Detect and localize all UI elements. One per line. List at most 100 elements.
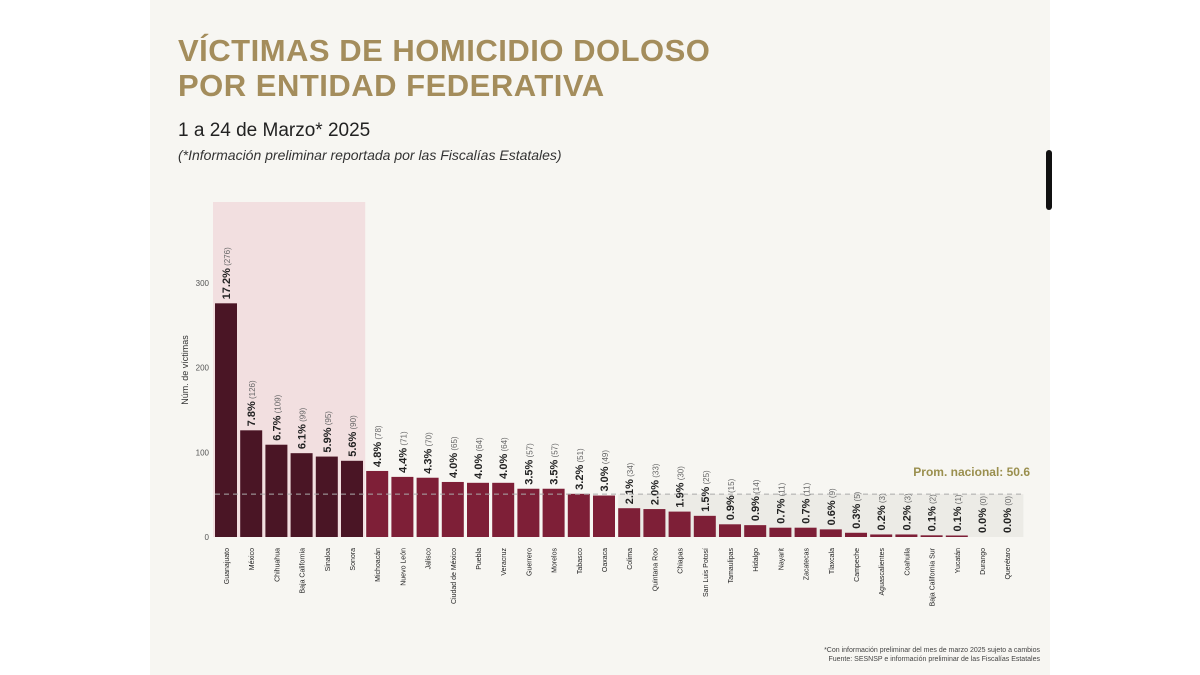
x-tick-label: Yucatán (955, 548, 962, 573)
data-label: 4.3% (70) (423, 432, 435, 474)
bar (870, 534, 893, 537)
title-line-1: VÍCTIMAS DE HOMICIDIO DOLOSO (178, 33, 711, 68)
x-tick-label: Quintana Roo (652, 548, 659, 591)
data-label: 5.9% (95) (322, 411, 334, 453)
x-tick-label: Zacatecas (804, 548, 811, 581)
bar (693, 515, 716, 537)
x-tick-label: Aguascalientes (879, 548, 886, 596)
x-tick-label: Hidalgo (753, 548, 760, 572)
bar (920, 535, 943, 537)
x-tick-label: Nuevo León (400, 548, 407, 586)
chart-note: (*Información preliminar reportada por l… (178, 147, 562, 163)
x-tick-label: Colima (627, 548, 634, 570)
x-tick-label: México (249, 548, 256, 570)
data-label: 0.2% (3) (901, 493, 913, 530)
bar (240, 430, 263, 537)
data-label: 0.3% (5) (851, 491, 863, 528)
highlight-region (213, 202, 366, 537)
x-tick-label: Veracruz (501, 548, 508, 576)
x-tick-label: Morelos (552, 548, 559, 573)
data-label: 0.7% (11) (801, 482, 813, 523)
data-label: 0.6% (9) (826, 488, 838, 525)
x-tick-label: Puebla (476, 548, 483, 570)
x-tick-label: Campeche (854, 548, 861, 582)
x-tick-label: Guerrero (526, 548, 533, 576)
x-tick-label: Baja California (300, 548, 307, 594)
data-label: 0.9% (14) (750, 479, 762, 521)
title-line-2: POR ENTIDAD FEDERATIVA (178, 68, 605, 103)
data-label: 0.1% (1) (952, 494, 964, 531)
chart-subtitle: 1 a 24 de Marzo* 2025 (178, 120, 371, 141)
data-label: 3.0% (49) (599, 450, 611, 492)
data-label: 1.5% (25) (700, 470, 712, 512)
bar (744, 525, 767, 537)
data-label: 7.8% (126) (246, 380, 258, 426)
chart-title: VÍCTIMAS DE HOMICIDIO DOLOSO POR ENTIDAD… (178, 33, 710, 103)
data-label: 0.9% (15) (725, 478, 737, 520)
bar (517, 488, 540, 537)
x-tick-label: Coahuila (904, 548, 911, 576)
footnote: *Con información preliminar del mes de m… (824, 646, 1040, 664)
data-label: 1.9% (30) (675, 466, 687, 508)
bar (794, 527, 817, 537)
data-label: 0.1% (2) (927, 494, 939, 531)
data-label: 3.2% (51) (574, 448, 586, 490)
footnote-line-2: Fuente: SESNSP e información preliminar … (828, 656, 1040, 663)
x-tick-label: San Luis Potosí (703, 548, 710, 597)
y-tick-label: 300 (196, 279, 210, 288)
bar (769, 527, 792, 537)
y-axis-label: Núm. de víctimas (180, 335, 190, 405)
bar (618, 508, 641, 537)
x-tick-label: Tabasco (577, 548, 584, 574)
x-tick-label: Chiapas (678, 548, 685, 574)
bar (542, 488, 565, 537)
y-tick-label: 200 (196, 364, 210, 373)
bar (366, 470, 389, 537)
bar (341, 460, 363, 537)
bar (845, 532, 867, 537)
y-tick-label: 100 (196, 448, 210, 457)
data-label: 2.1% (34) (624, 462, 636, 504)
bar (593, 495, 615, 537)
bar (391, 476, 414, 537)
data-label: 0.7% (11) (775, 482, 787, 523)
bar (265, 444, 288, 537)
screen-edge (1046, 150, 1052, 210)
bar (719, 524, 741, 537)
x-tick-label: Jalisco (426, 548, 433, 570)
bar (416, 477, 439, 537)
x-tick-label: Chihuahua (274, 548, 281, 582)
data-label: 4.4% (71) (397, 431, 409, 473)
data-label: 0.0% (0) (1002, 496, 1014, 533)
x-tick-label: Tlaxcala (829, 548, 836, 574)
data-label: 0.2% (3) (876, 493, 888, 530)
bar (315, 456, 338, 537)
x-tick-label: Guanajuato (224, 548, 231, 584)
average-label: Prom. nacional: 50.6 (913, 465, 1030, 479)
bar (290, 453, 313, 537)
data-label: 4.0% (64) (498, 437, 510, 479)
bar (567, 493, 590, 537)
x-tick-label: Tamaulipas (728, 548, 735, 584)
bar (215, 303, 237, 537)
x-tick-label: Nayarit (778, 548, 785, 570)
data-label: 4.8% (78) (372, 425, 384, 467)
data-label: 0.0% (0) (977, 496, 989, 533)
data-label: 4.0% (65) (448, 436, 460, 478)
x-tick-label: Sonora (350, 548, 357, 571)
x-tick-label: Durango (980, 548, 987, 575)
footnote-line-1: *Con información preliminar del mes de m… (824, 647, 1040, 654)
data-label: 3.5% (57) (549, 443, 561, 485)
data-label: 6.1% (99) (297, 407, 309, 449)
x-tick-label: Baja California Sur (930, 547, 937, 606)
x-tick-label: Ciudad de México (451, 548, 458, 604)
x-tick-label: Michoacán (375, 548, 382, 582)
bar (895, 534, 918, 537)
data-label: 4.0% (64) (473, 437, 485, 479)
bar (668, 511, 691, 537)
data-label: 5.6% (90) (347, 415, 359, 457)
bar (643, 509, 666, 537)
data-label: 3.5% (57) (523, 443, 535, 485)
bar (819, 529, 842, 537)
